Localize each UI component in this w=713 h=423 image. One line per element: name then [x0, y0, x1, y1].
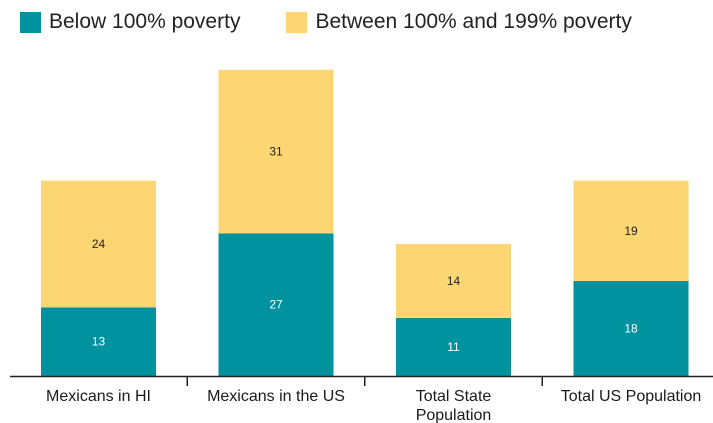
bar-segment-100-199-2 — [396, 244, 511, 318]
legend-label-100-199: Between 100% and 199% poverty — [315, 10, 632, 33]
bar-segment-100-199-3 — [573, 180, 689, 281]
x-tick-label-0: Mexicans in HI — [46, 388, 151, 405]
bar-segment-below-100-1 — [218, 233, 334, 376]
legend-item-100-199: Between 100% and 199% poverty — [286, 10, 632, 34]
bar-segment-100-199-0 — [41, 180, 156, 308]
legend-item-below-100: Below 100% poverty — [20, 10, 240, 34]
legend-swatch-100-199 — [286, 11, 308, 33]
bar-segment-below-100-0 — [41, 307, 156, 376]
data-label-below-100-2: 11 — [447, 340, 460, 354]
x-tick-labels: Mexicans in HI Mexicans in the US Total St… — [46, 388, 701, 423]
x-tick-label-3: Total US Population — [561, 388, 702, 405]
bar-segment-below-100-3 — [573, 280, 689, 376]
bars-group: 13 24 27 31 11 14 18 19 — [41, 69, 689, 376]
legend: Below 100% poverty Between 100% and 199%… — [20, 10, 678, 34]
data-label-100-199-0: 24 — [92, 237, 106, 251]
data-label-100-199-1: 31 — [269, 145, 283, 159]
data-label-100-199-2: 14 — [447, 274, 461, 288]
bar-segment-below-100-2 — [396, 317, 511, 376]
x-axis — [10, 375, 713, 386]
bar-segment-100-199-1 — [218, 69, 334, 234]
x-tick-label-2: Total State Population — [416, 388, 492, 423]
data-label-below-100-3: 18 — [624, 321, 638, 335]
x-tick-label-1: Mexicans in the US — [207, 388, 345, 405]
legend-label-below-100: Below 100% poverty — [49, 10, 241, 33]
data-label-below-100-1: 27 — [269, 298, 283, 312]
legend-swatch-below-100 — [20, 11, 41, 33]
data-label-below-100-0: 13 — [92, 335, 106, 349]
data-label-100-199-3: 19 — [624, 224, 638, 238]
